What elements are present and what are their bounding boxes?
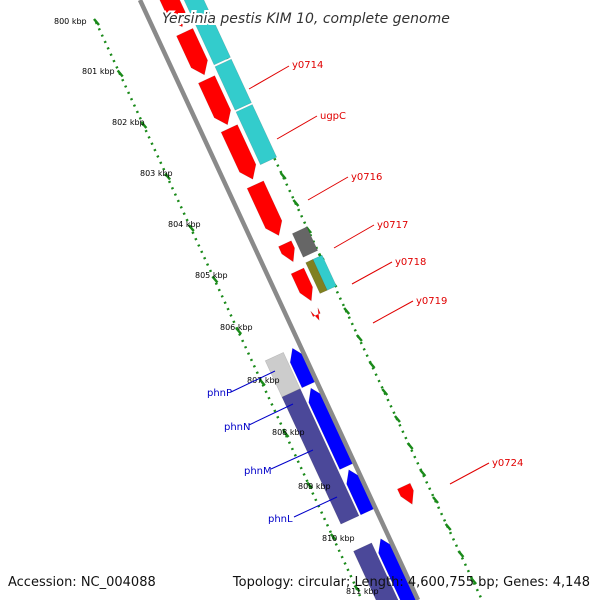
inner-track-tick-20 <box>457 550 465 558</box>
leader-ugpC <box>276 115 318 140</box>
inner-track-tick-18 <box>432 496 439 504</box>
leader-phnL <box>293 496 338 518</box>
tick-label-805: 805 kbp <box>195 271 228 280</box>
gene-label-y0719[interactable]: y0719 <box>416 296 447 307</box>
red-gene-1[interactable] <box>148 0 186 28</box>
tick-label-807: 807 kbp <box>247 376 280 385</box>
genome-summary-text: Topology: circular; Length: 4,600,755 bp… <box>232 575 590 590</box>
outer-track-tick-9 <box>306 481 314 490</box>
gene-label-y0718[interactable]: y0718 <box>395 257 426 268</box>
red-gene-6[interactable] <box>278 240 295 263</box>
tick-label-801: 801 kbp <box>82 67 115 76</box>
cyan-feature-1[interactable] <box>168 0 231 66</box>
reverse-gene-labels <box>230 370 338 518</box>
outer-track-tick-1 <box>116 69 124 78</box>
outer-track-tick-5 <box>211 275 219 284</box>
gene-label-phnM[interactable]: phnM <box>244 466 272 477</box>
leader-y0718 <box>351 261 393 285</box>
inner-track-tick-11 <box>343 307 351 315</box>
cyan-feature-2[interactable] <box>214 58 252 111</box>
inner-track-tick-21 <box>470 577 478 585</box>
leader-phnM <box>270 449 314 470</box>
inner-track-tick-15 <box>393 415 401 423</box>
tick-label-808: 808 kbp <box>272 428 305 437</box>
outer-track-tick-6 <box>235 327 243 335</box>
inner-track-tick-7 <box>292 199 300 207</box>
leader-y0724 <box>449 462 490 485</box>
outer-dotted-track <box>94 21 362 597</box>
tick-label-810: 810 kbp <box>322 534 355 543</box>
red-gene-9[interactable] <box>397 482 414 505</box>
map-title: Yersinia pestis KIM 10, complete genome <box>162 11 450 27</box>
tick-label-804: 804 kbp <box>168 220 201 229</box>
scale-tick-labels: 800 kbp 801 kbp 802 kbp 803 kbp 804 kbp … <box>54 17 379 596</box>
gene-label-phnL[interactable]: phnL <box>268 514 293 525</box>
accession-text: Accession: NC_004088 <box>8 575 156 590</box>
forward-gene-labels <box>248 65 490 485</box>
leader-y0716 <box>307 176 349 201</box>
gene-label-phnP[interactable]: phnP <box>207 388 232 399</box>
gene-label-y0724[interactable]: y0724 <box>492 458 523 469</box>
red-gene-8[interactable] <box>310 307 321 322</box>
slate-feature-1[interactable] <box>281 388 360 525</box>
inner-track-tick-19 <box>444 523 452 531</box>
red-gene-5[interactable] <box>246 180 283 236</box>
outer-track-tick-4 <box>187 224 195 232</box>
leader-y0714 <box>248 65 290 90</box>
red-gene-2[interactable] <box>176 28 208 76</box>
outer-track-tick-11 <box>353 584 361 593</box>
outer-track-tick-2 <box>140 121 148 129</box>
inner-track-tick-14 <box>381 388 389 396</box>
tick-label-800: 800 kbp <box>54 17 87 26</box>
leader-y0719 <box>372 300 414 324</box>
reverse-gene-label-text: phnP phnN phnM phnL <box>207 388 293 525</box>
slate-feature-2[interactable] <box>353 542 402 600</box>
leader-phnP <box>230 370 276 393</box>
tick-label-802: 802 kbp <box>112 118 145 127</box>
inner-track-tick-6 <box>279 172 287 180</box>
outer-track-tick-10 <box>329 533 337 541</box>
cyan-feature-3[interactable] <box>235 104 278 166</box>
gene-label-phnN[interactable]: phnN <box>224 422 251 433</box>
leader-y0717 <box>333 224 375 249</box>
gene-label-y0716[interactable]: y0716 <box>351 172 382 183</box>
outer-track-tick-8 <box>282 430 290 438</box>
grey-feature-1[interactable] <box>291 226 319 258</box>
red-gene-4[interactable] <box>220 124 257 180</box>
tick-label-803: 803 kbp <box>140 169 173 178</box>
forward-gene-label-text: y0714 ugpC y0716 y0717 y0718 y0719 y0724 <box>292 60 523 469</box>
tick-label-806: 806 kbp <box>220 323 253 332</box>
leader-phnN <box>248 403 294 426</box>
cyan-feature-4[interactable] <box>312 254 337 291</box>
outer-track-tick-7 <box>258 378 266 387</box>
inner-track-tick-17 <box>419 469 427 477</box>
red-gene-7[interactable] <box>290 267 313 302</box>
feature-layer <box>148 0 418 600</box>
gene-label-ugpC[interactable]: ugpC <box>320 111 346 122</box>
tick-label-811: 811 kbp <box>346 587 379 596</box>
inner-track-tick-13 <box>368 361 376 369</box>
outer-track-tick-0 <box>93 18 100 26</box>
genome-backbone <box>137 0 421 600</box>
tick-label-809: 809 kbp <box>298 482 331 491</box>
gene-label-y0714[interactable]: y0714 <box>292 60 323 71</box>
red-gene-3[interactable] <box>198 75 232 126</box>
inner-track-tick-16 <box>406 442 414 450</box>
outer-track-tick-3 <box>164 172 172 181</box>
map-title-halo: Yersinia pestis KIM 10, complete genome <box>162 11 450 27</box>
inner-track-tick-12 <box>355 334 363 342</box>
gene-label-y0717[interactable]: y0717 <box>377 220 408 231</box>
